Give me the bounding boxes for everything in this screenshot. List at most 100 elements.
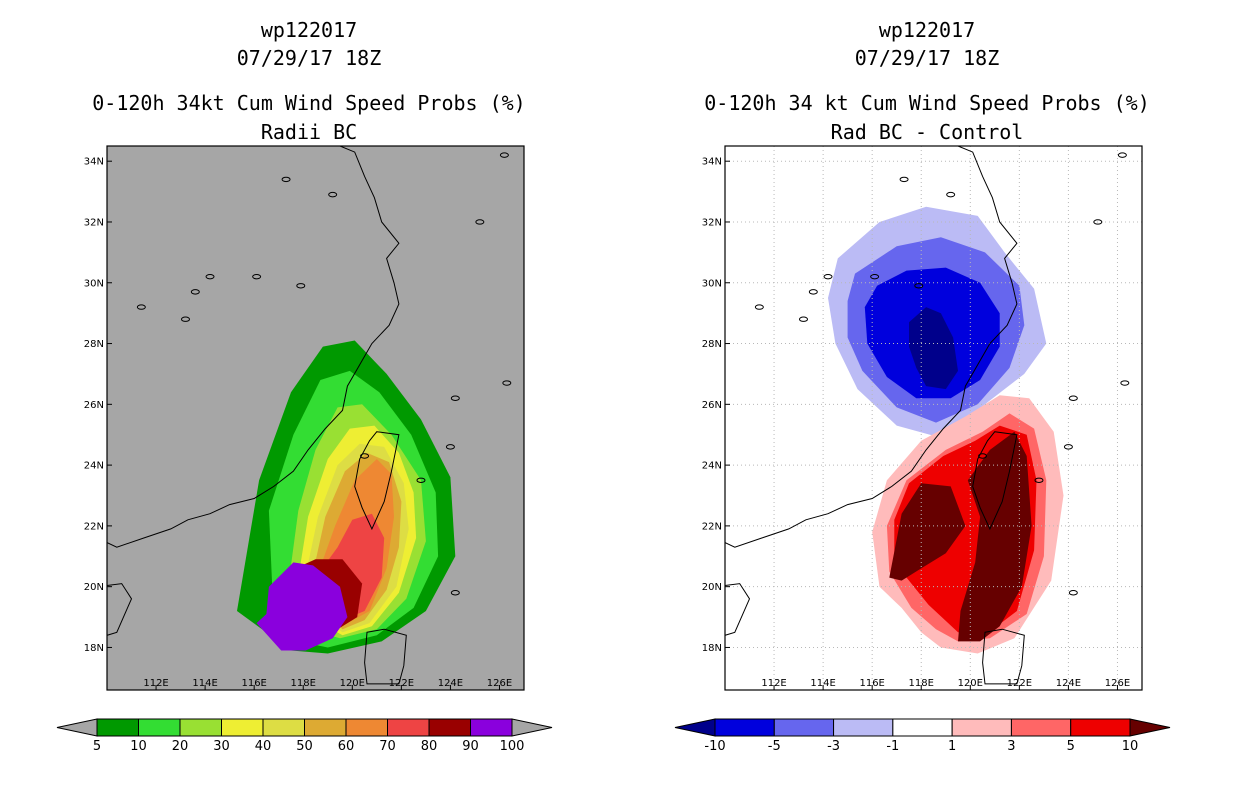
left-islet-7 xyxy=(328,191,338,198)
right-y-tick-label-8: 34N xyxy=(702,157,722,168)
left-islet-6 xyxy=(281,176,291,183)
left-colorbar-segment-9 xyxy=(470,718,513,737)
right-plot-area xyxy=(725,146,1142,690)
right-y-tick-label-1: 20N xyxy=(702,582,722,593)
right-contour-7 xyxy=(889,483,966,581)
right-x-tick-label-2: 116E xyxy=(859,678,884,689)
left-colorbar-segment-8 xyxy=(428,718,471,737)
left-islet-0 xyxy=(136,304,146,310)
left-colorbar-label-1: 10 xyxy=(130,739,147,754)
right-colorbar-label-7: 10 xyxy=(1122,739,1139,754)
left-y-tick-label-4: 26N xyxy=(84,400,104,411)
left-islet-4 xyxy=(296,283,306,289)
left-colorbar-label-8: 80 xyxy=(421,739,438,754)
right-y-tick-label-4: 26N xyxy=(702,400,722,411)
right-colorbar-under-arrow xyxy=(674,718,716,737)
left-y-tick-label-7: 32N xyxy=(84,217,104,228)
right-islet-6 xyxy=(899,176,909,183)
right-islet-7 xyxy=(946,191,956,198)
left-y-tick-label-0: 18N xyxy=(84,643,104,654)
right-chart-panel: wp122017 07/29/17 18Z 0-120h 34 kt Cum W… xyxy=(618,0,1236,800)
right-islet-12 xyxy=(1117,152,1127,158)
left-islet-10 xyxy=(360,453,370,459)
right-plot-frame xyxy=(724,145,1143,691)
left-island-hainan xyxy=(107,583,133,636)
left-x-tick-label-6: 124E xyxy=(438,678,463,689)
right-x-tick-label-1: 114E xyxy=(810,678,835,689)
left-y-tick-label-3: 24N xyxy=(84,461,104,472)
right-islet-10 xyxy=(978,453,988,459)
right-chart-subtitle: Rad BC - Control xyxy=(830,120,1024,144)
left-y-tick-label-6: 30N xyxy=(84,278,104,289)
left-colorbar-label-9: 90 xyxy=(462,739,479,754)
right-colorbar-segment-4 xyxy=(951,718,1012,737)
left-islet-14 xyxy=(416,477,426,484)
left-colorbar-segment-6 xyxy=(345,718,388,737)
right-colorbar-label-0: -10 xyxy=(704,739,725,754)
right-chart-svg: 112E 114E 116E 118E 120E 122E 124E 126E 18N 20N 22… xyxy=(674,145,1171,754)
right-colorbar-segment-5 xyxy=(1010,718,1072,737)
right-x-tick-label-4: 120E xyxy=(958,678,983,689)
left-y-tick-label-8: 34N xyxy=(84,157,104,168)
right-colorbar-label-6: 5 xyxy=(1067,739,1075,754)
left-colorbar-label-6: 60 xyxy=(338,739,355,754)
right-colorbar-segment-0 xyxy=(714,718,775,737)
left-x-tick-label-3: 118E xyxy=(291,678,316,689)
right-colorbar-segment-2 xyxy=(833,718,894,737)
left-x-tick-label-0: 112E xyxy=(143,678,168,689)
left-islet-15 xyxy=(450,590,460,596)
right-x-tick-label-0: 112E xyxy=(761,678,786,689)
right-coastline xyxy=(725,146,1018,548)
left-colorbar-segment-2 xyxy=(179,718,222,737)
right-x-tick-label-3: 118E xyxy=(909,678,934,689)
right-colorbar-label-5: 3 xyxy=(1007,739,1015,754)
left-colorbar-label-2: 20 xyxy=(172,739,189,754)
left-colorbar-label-3: 30 xyxy=(213,739,230,754)
right-colorbar-label-1: -5 xyxy=(768,739,781,754)
right-y-tick-label-5: 28N xyxy=(702,339,722,350)
left-islet-13 xyxy=(502,380,512,386)
left-islet-12 xyxy=(499,152,509,158)
left-islet-2 xyxy=(205,273,215,280)
left-colorbar-label-4: 40 xyxy=(255,739,272,754)
left-colorbar-label-10: 100 xyxy=(500,739,525,754)
left-islet-5 xyxy=(180,316,190,322)
left-islet-8 xyxy=(450,395,460,401)
right-colorbar-label-3: -1 xyxy=(886,739,899,754)
right-islet-4 xyxy=(914,283,924,289)
left-plot-area xyxy=(107,146,512,685)
right-islet-5 xyxy=(798,316,808,322)
left-contour-9 xyxy=(256,562,348,651)
left-chart-panel: wp122017 07/29/17 18Z 0-120h 34kt Cum Wi… xyxy=(56,18,553,754)
right-colorbar-label-4: 1 xyxy=(948,739,956,754)
right-y-tick-label-6: 30N xyxy=(702,278,722,289)
right-x-tick-label-5: 122E xyxy=(1007,678,1032,689)
right-islet-14 xyxy=(1034,477,1044,484)
right-contour-3 xyxy=(909,307,958,390)
left-chart-title: 0-120h 34kt Cum Wind Speed Probs (%) xyxy=(92,91,526,115)
left-island-taiwan xyxy=(354,431,400,531)
left-coastline xyxy=(107,146,400,548)
left-x-tick-label-7: 126E xyxy=(487,678,512,689)
left-colorbar-segment-7 xyxy=(387,718,430,737)
left-colorbar-under-arrow xyxy=(56,718,98,737)
right-y-tick-label-2: 22N xyxy=(702,521,722,532)
left-colorbar-segment-5 xyxy=(304,718,347,737)
left-y-tick-label-5: 28N xyxy=(84,339,104,350)
left-colorbar-label-5: 50 xyxy=(296,739,313,754)
right-islet-2 xyxy=(823,273,833,280)
left-x-tick-label-2: 116E xyxy=(241,678,266,689)
left-colorbar-segment-0 xyxy=(96,718,139,737)
left-islet-11 xyxy=(475,219,485,225)
right-y-tick-label-0: 18N xyxy=(702,643,722,654)
left-chart-subtitle: Radii BC xyxy=(260,120,358,144)
left-islet-9 xyxy=(445,444,455,450)
right-islet-13 xyxy=(1120,380,1130,386)
left-colorbar-label-0: 5 xyxy=(93,739,101,754)
left-colorbar-segment-4 xyxy=(262,718,305,737)
left-colorbar-over-arrow xyxy=(511,718,553,737)
right-island-luzon xyxy=(982,628,1025,685)
right-datetime: 07/29/17 18Z xyxy=(854,46,1000,70)
right-colorbar-label-2: -3 xyxy=(827,739,840,754)
right-islet-9 xyxy=(1063,444,1073,450)
